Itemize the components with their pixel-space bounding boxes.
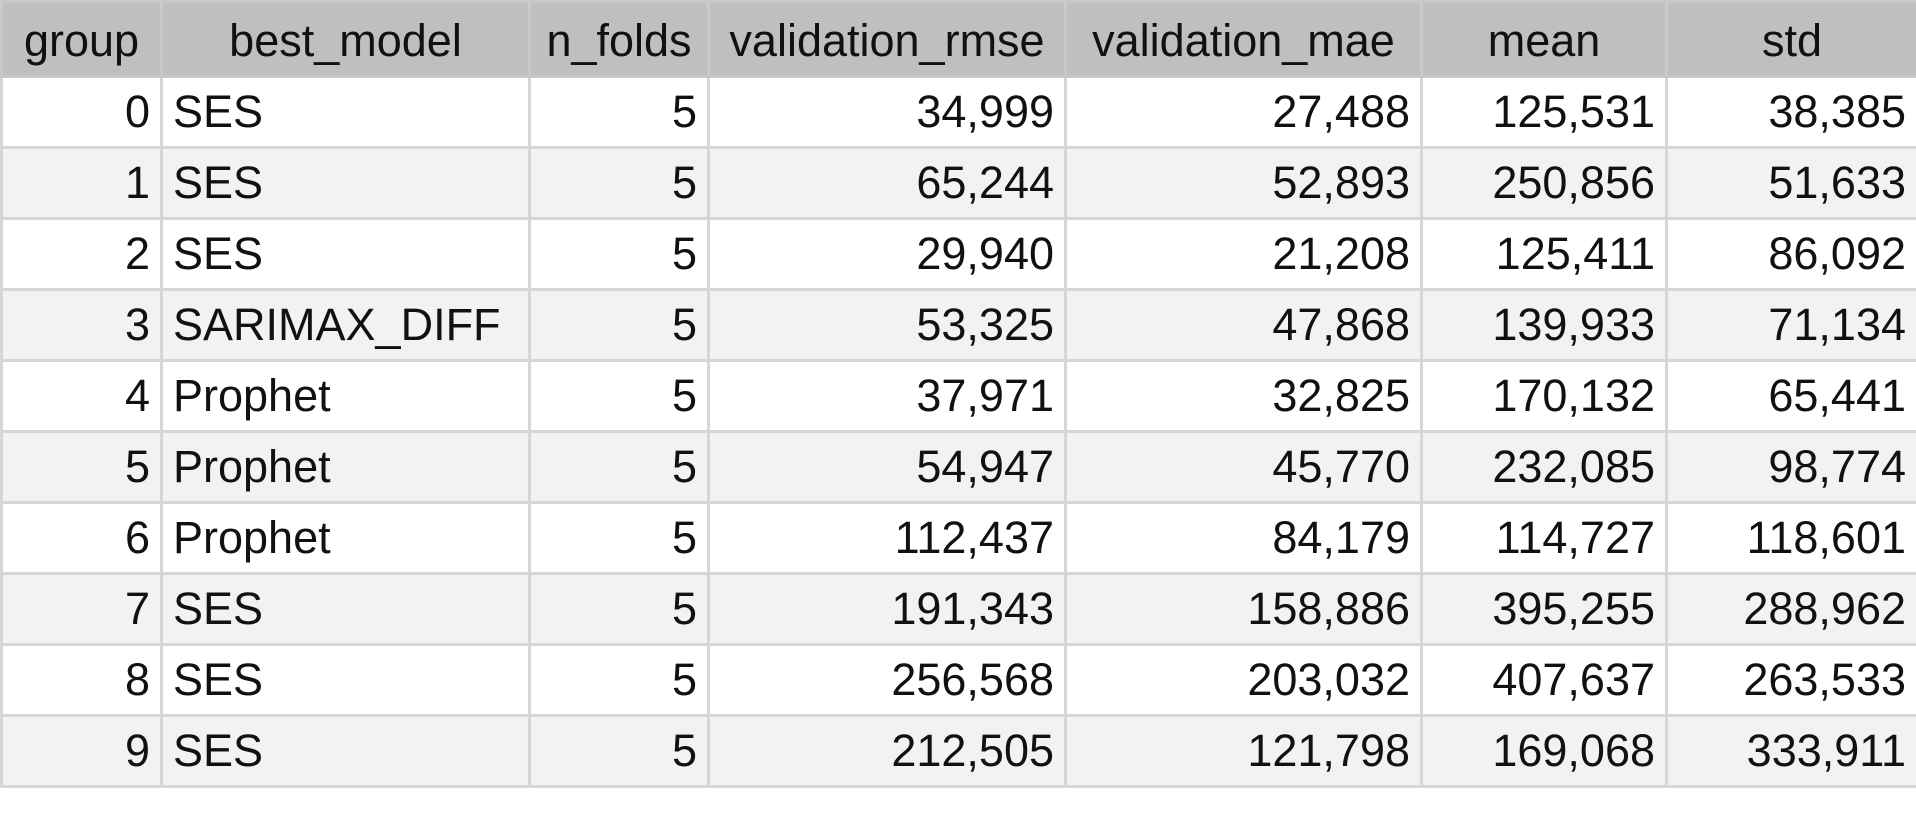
cell-validation-mae[interactable]: 47,868: [1064, 288, 1423, 362]
cell-n-folds[interactable]: 5: [528, 643, 710, 717]
cell-n-folds[interactable]: 5: [528, 288, 710, 362]
cell-std[interactable]: 38,385: [1665, 75, 1916, 149]
cell-best-model[interactable]: SES: [160, 75, 531, 149]
table-row: 3 SARIMAX_DIFF 5 53,325 47,868 139,933 7…: [0, 288, 1916, 362]
cell-group[interactable]: 5: [0, 430, 163, 504]
cell-n-folds[interactable]: 5: [528, 217, 710, 291]
cell-std[interactable]: 51,633: [1665, 146, 1916, 220]
cell-group[interactable]: 8: [0, 643, 163, 717]
cell-n-folds[interactable]: 5: [528, 714, 710, 788]
cell-mean[interactable]: 169,068: [1420, 714, 1668, 788]
table-row: 7 SES 5 191,343 158,886 395,255 288,962: [0, 572, 1916, 646]
cell-validation-mae[interactable]: 84,179: [1064, 501, 1423, 575]
column-header-validation-rmse[interactable]: validation_rmse: [707, 0, 1067, 78]
cell-validation-rmse[interactable]: 37,971: [707, 359, 1067, 433]
cell-std[interactable]: 98,774: [1665, 430, 1916, 504]
cell-std[interactable]: 288,962: [1665, 572, 1916, 646]
cell-mean[interactable]: 232,085: [1420, 430, 1668, 504]
cell-best-model[interactable]: Prophet: [160, 359, 531, 433]
cell-validation-mae[interactable]: 32,825: [1064, 359, 1423, 433]
cell-mean[interactable]: 407,637: [1420, 643, 1668, 717]
cell-validation-rmse[interactable]: 53,325: [707, 288, 1067, 362]
cell-mean[interactable]: 125,411: [1420, 217, 1668, 291]
cell-n-folds[interactable]: 5: [528, 359, 710, 433]
cell-n-folds[interactable]: 5: [528, 501, 710, 575]
table-row: 6 Prophet 5 112,437 84,179 114,727 118,6…: [0, 501, 1916, 575]
cell-std[interactable]: 65,441: [1665, 359, 1916, 433]
cell-validation-mae[interactable]: 121,798: [1064, 714, 1423, 788]
cell-group[interactable]: 0: [0, 75, 163, 149]
column-header-best-model[interactable]: best_model: [160, 0, 531, 78]
cell-validation-rmse[interactable]: 34,999: [707, 75, 1067, 149]
cell-best-model[interactable]: SES: [160, 643, 531, 717]
cell-std[interactable]: 263,533: [1665, 643, 1916, 717]
cell-validation-rmse[interactable]: 65,244: [707, 146, 1067, 220]
cell-best-model[interactable]: SES: [160, 714, 531, 788]
table-row: 2 SES 5 29,940 21,208 125,411 86,092: [0, 217, 1916, 291]
cell-validation-rmse[interactable]: 191,343: [707, 572, 1067, 646]
cell-best-model[interactable]: Prophet: [160, 501, 531, 575]
cell-std[interactable]: 71,134: [1665, 288, 1916, 362]
table-row: 0 SES 5 34,999 27,488 125,531 38,385: [0, 75, 1916, 149]
column-header-validation-mae[interactable]: validation_mae: [1064, 0, 1423, 78]
cell-group[interactable]: 3: [0, 288, 163, 362]
table-row: 9 SES 5 212,505 121,798 169,068 333,911: [0, 714, 1916, 788]
cell-group[interactable]: 1: [0, 146, 163, 220]
cell-n-folds[interactable]: 5: [528, 572, 710, 646]
cell-std[interactable]: 118,601: [1665, 501, 1916, 575]
cell-validation-mae[interactable]: 27,488: [1064, 75, 1423, 149]
cell-validation-mae[interactable]: 52,893: [1064, 146, 1423, 220]
cell-std[interactable]: 86,092: [1665, 217, 1916, 291]
table-row: 4 Prophet 5 37,971 32,825 170,132 65,441: [0, 359, 1916, 433]
cell-best-model[interactable]: SES: [160, 572, 531, 646]
column-header-mean[interactable]: mean: [1420, 0, 1668, 78]
cell-mean[interactable]: 250,856: [1420, 146, 1668, 220]
cell-group[interactable]: 4: [0, 359, 163, 433]
cell-mean[interactable]: 395,255: [1420, 572, 1668, 646]
cell-validation-rmse[interactable]: 112,437: [707, 501, 1067, 575]
cell-validation-mae[interactable]: 21,208: [1064, 217, 1423, 291]
table-row: 8 SES 5 256,568 203,032 407,637 263,533: [0, 643, 1916, 717]
column-header-n-folds[interactable]: n_folds: [528, 0, 710, 78]
header-row: group best_model n_folds validation_rmse…: [0, 0, 1916, 78]
cell-validation-rmse[interactable]: 54,947: [707, 430, 1067, 504]
cell-validation-mae[interactable]: 45,770: [1064, 430, 1423, 504]
cell-n-folds[interactable]: 5: [528, 146, 710, 220]
cell-group[interactable]: 9: [0, 714, 163, 788]
cell-validation-rmse[interactable]: 29,940: [707, 217, 1067, 291]
cell-group[interactable]: 6: [0, 501, 163, 575]
table-row: 1 SES 5 65,244 52,893 250,856 51,633: [0, 146, 1916, 220]
cell-std[interactable]: 333,911: [1665, 714, 1916, 788]
cell-best-model[interactable]: Prophet: [160, 430, 531, 504]
cell-group[interactable]: 7: [0, 572, 163, 646]
table-row: 5 Prophet 5 54,947 45,770 232,085 98,774: [0, 430, 1916, 504]
cell-n-folds[interactable]: 5: [528, 430, 710, 504]
cell-mean[interactable]: 125,531: [1420, 75, 1668, 149]
cell-validation-mae[interactable]: 203,032: [1064, 643, 1423, 717]
cell-validation-rmse[interactable]: 212,505: [707, 714, 1067, 788]
cell-best-model[interactable]: SARIMAX_DIFF: [160, 288, 531, 362]
cell-validation-mae[interactable]: 158,886: [1064, 572, 1423, 646]
cell-n-folds[interactable]: 5: [528, 75, 710, 149]
results-table: group best_model n_folds validation_rmse…: [0, 0, 1916, 788]
column-header-group[interactable]: group: [0, 0, 163, 78]
cell-group[interactable]: 2: [0, 217, 163, 291]
cell-best-model[interactable]: SES: [160, 146, 531, 220]
cell-validation-rmse[interactable]: 256,568: [707, 643, 1067, 717]
cell-mean[interactable]: 139,933: [1420, 288, 1668, 362]
column-header-std[interactable]: std: [1665, 0, 1916, 78]
cell-mean[interactable]: 114,727: [1420, 501, 1668, 575]
cell-best-model[interactable]: SES: [160, 217, 531, 291]
cell-mean[interactable]: 170,132: [1420, 359, 1668, 433]
